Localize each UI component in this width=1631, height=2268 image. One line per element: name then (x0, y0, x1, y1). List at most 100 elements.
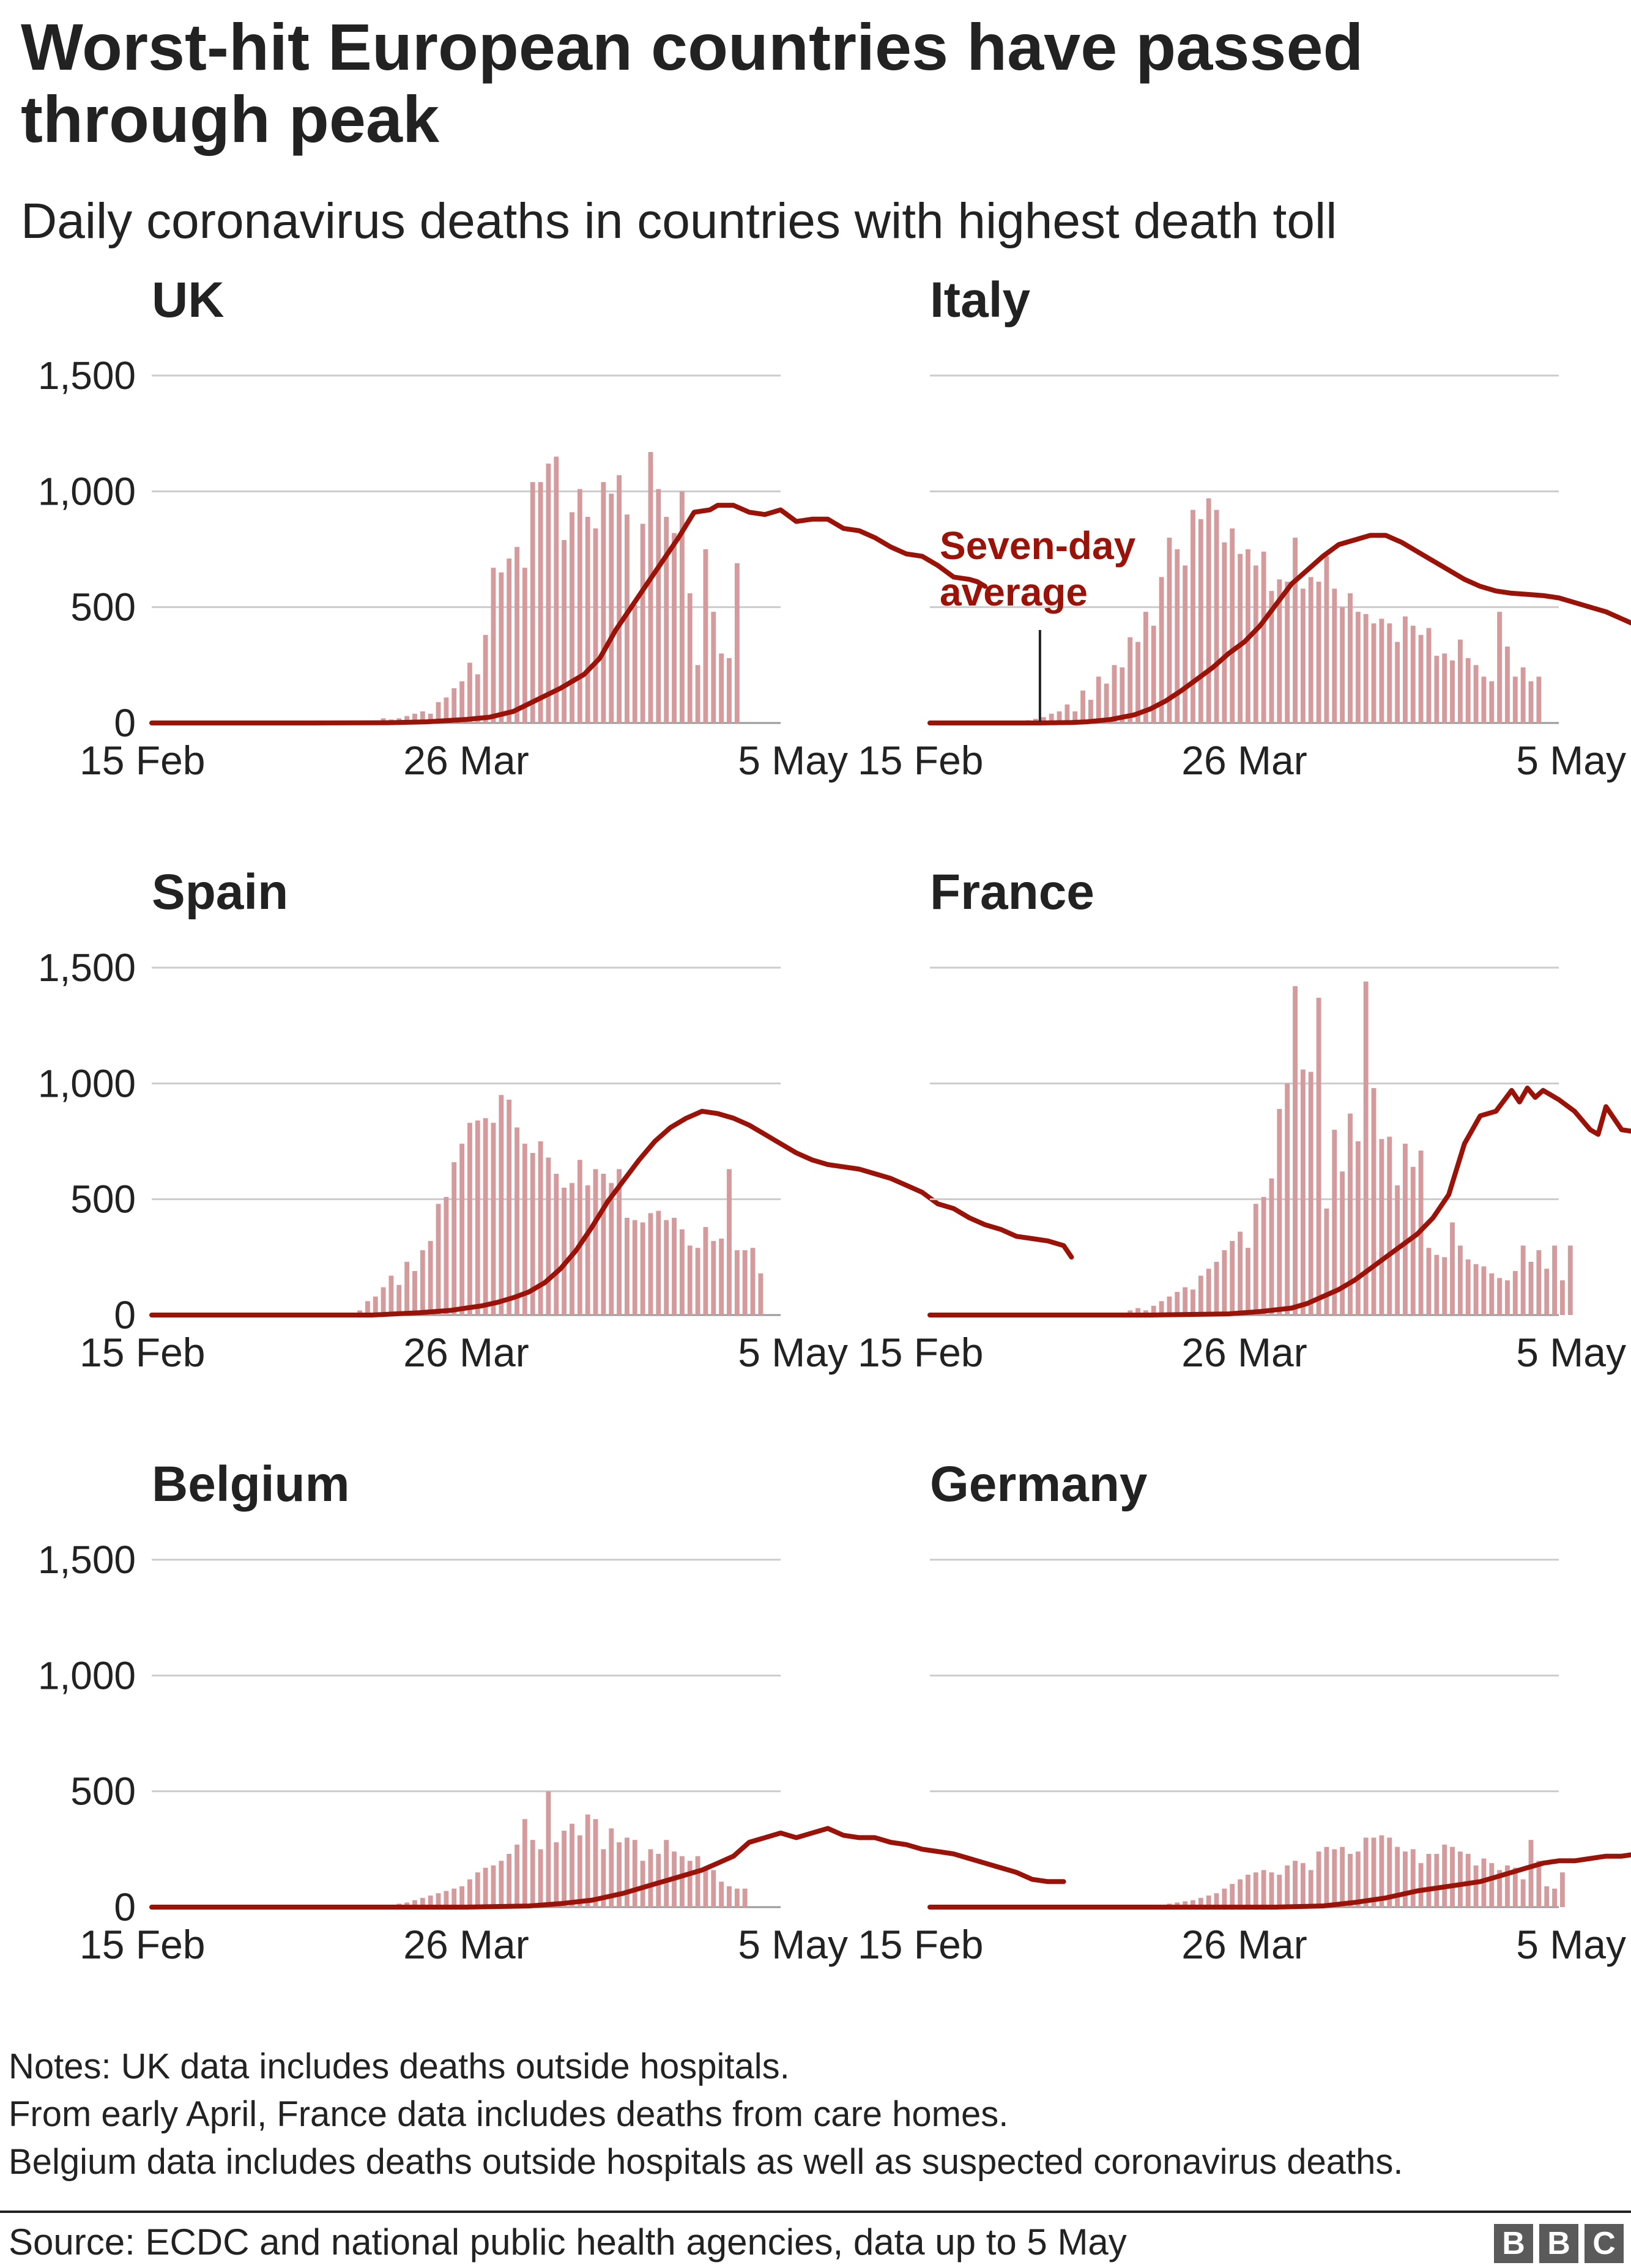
bar (1387, 1837, 1392, 1907)
bar (703, 549, 708, 723)
bar (727, 658, 732, 723)
bar (632, 1220, 637, 1315)
bar (648, 451, 653, 723)
bar (1465, 1259, 1471, 1315)
average-line (149, 1826, 1066, 1910)
bar (687, 1861, 693, 1907)
bar (687, 593, 693, 723)
logo-letter: C (1585, 2224, 1624, 2263)
note-line: Notes: UK data includes deaths outside h… (9, 2047, 790, 2086)
bar (1536, 1861, 1542, 1907)
bar (1261, 1870, 1266, 1907)
bar (1505, 1280, 1510, 1315)
bar (1183, 1287, 1188, 1315)
bar (1324, 556, 1329, 723)
bar (664, 516, 669, 723)
y-tick-label: 500 (70, 585, 136, 629)
bar (1175, 1292, 1180, 1315)
bar (719, 1239, 724, 1315)
bar (1512, 676, 1518, 723)
bar (1308, 1072, 1313, 1315)
bar (1450, 1847, 1455, 1907)
bar (530, 482, 535, 723)
bar (1253, 1872, 1258, 1907)
bar (742, 1250, 748, 1315)
bar (538, 1141, 543, 1315)
bar (365, 1301, 370, 1315)
bar (695, 1856, 700, 1907)
bar (585, 1814, 590, 1907)
bar (1316, 1851, 1321, 1907)
panel-title: UK (152, 272, 224, 328)
bar (758, 1273, 763, 1315)
bar (1277, 579, 1282, 723)
bar (475, 674, 480, 723)
bar (695, 665, 700, 723)
bar (1308, 577, 1313, 723)
bar (1135, 1308, 1140, 1315)
bar (522, 1143, 527, 1315)
bar (412, 1271, 417, 1315)
bar (1560, 1872, 1565, 1907)
y-tick-label: 1,500 (38, 1538, 136, 1582)
bar (373, 1296, 378, 1315)
bar (1324, 1208, 1329, 1315)
x-tick-label: 26 Mar (1181, 738, 1307, 783)
bar (1379, 1139, 1384, 1315)
bar (1222, 1888, 1227, 1907)
bar (1528, 681, 1534, 723)
bar (1363, 614, 1369, 723)
bar (617, 475, 622, 723)
bar (1293, 986, 1298, 1315)
bar (1355, 1141, 1361, 1315)
footer-divider (0, 2211, 1631, 2213)
bar (1450, 660, 1455, 723)
bar (491, 1122, 496, 1315)
bar (1285, 582, 1290, 723)
bar (1230, 1240, 1235, 1315)
bar (664, 1840, 669, 1907)
bar (562, 1187, 567, 1315)
bar (444, 697, 449, 723)
bar (1246, 1874, 1250, 1907)
bar (1497, 612, 1503, 723)
bar (1120, 667, 1125, 723)
bar (734, 1888, 740, 1907)
bar (420, 711, 425, 723)
bar (1308, 1870, 1313, 1907)
bar (451, 1888, 457, 1907)
bar (711, 1870, 716, 1907)
bar (679, 1229, 685, 1315)
x-tick-label: 26 Mar (403, 738, 529, 783)
bar (1332, 588, 1337, 723)
bar (1222, 1250, 1227, 1315)
bar (656, 1210, 661, 1315)
x-tick-label: 5 May (738, 1330, 848, 1375)
bar (672, 1217, 677, 1315)
bar (499, 1095, 504, 1315)
bar (1300, 1863, 1306, 1907)
bar (1355, 612, 1361, 723)
bar (585, 516, 590, 723)
bar (719, 1881, 724, 1907)
bar (1230, 1884, 1235, 1907)
bar (609, 1183, 614, 1315)
bar (1520, 1879, 1526, 1907)
bar (1222, 542, 1227, 723)
chart-title: Worst-hit European countries have passed… (21, 10, 1364, 156)
bar (1293, 1861, 1298, 1907)
bar (1096, 676, 1101, 723)
bar (530, 1840, 535, 1907)
bar (381, 1287, 386, 1315)
bar (1567, 1245, 1573, 1315)
y-tick-label: 1,500 (38, 354, 136, 398)
annotation-label: Seven-day (940, 524, 1136, 568)
bar (742, 1888, 748, 1907)
bar (420, 1897, 425, 1907)
annotation-label: average (940, 570, 1088, 614)
bar (656, 489, 661, 723)
bar (1316, 582, 1321, 723)
bar (1041, 717, 1046, 723)
bar (1497, 1278, 1503, 1315)
